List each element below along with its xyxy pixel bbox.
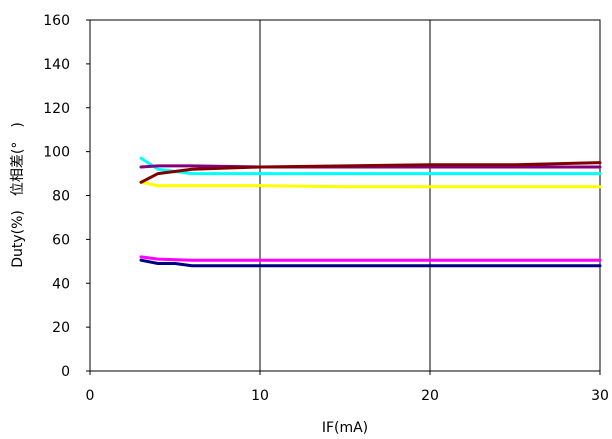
x-tick-label-10: 10 <box>251 388 269 404</box>
y-tick-label-40: 40 <box>52 276 70 292</box>
y-tick-label-140: 140 <box>43 57 70 73</box>
y-tick-label-20: 20 <box>52 320 70 336</box>
gridlines <box>259 20 431 371</box>
series-line-5 <box>139 255 602 262</box>
plot-area <box>89 19 601 372</box>
y-tick-label-80: 80 <box>52 189 70 205</box>
y-tick-label-60: 60 <box>52 232 70 248</box>
x-tick-labels: 0 10 20 30 <box>86 371 609 404</box>
y-tick-labels: 0 20 40 60 80 100 120 140 160 <box>43 13 90 380</box>
series-line-6 <box>139 258 602 268</box>
series-lines <box>139 156 602 268</box>
series-line-1 <box>139 156 602 176</box>
series-line-4 <box>139 161 602 184</box>
x-tick-label-30: 30 <box>591 388 609 404</box>
x-tick-label-0: 0 <box>86 388 95 404</box>
series-line-2 <box>139 180 602 189</box>
x-tick-label-20: 20 <box>421 388 439 404</box>
y-axis-title: Duty(%) 位相差(° ) <box>10 122 26 268</box>
x-axis-title: IF(mA) <box>322 420 368 436</box>
y-tick-label-0: 0 <box>61 364 70 380</box>
y-tick-label-120: 120 <box>43 101 70 117</box>
y-tick-label-160: 160 <box>43 13 70 29</box>
y-tick-label-100: 100 <box>43 145 70 161</box>
